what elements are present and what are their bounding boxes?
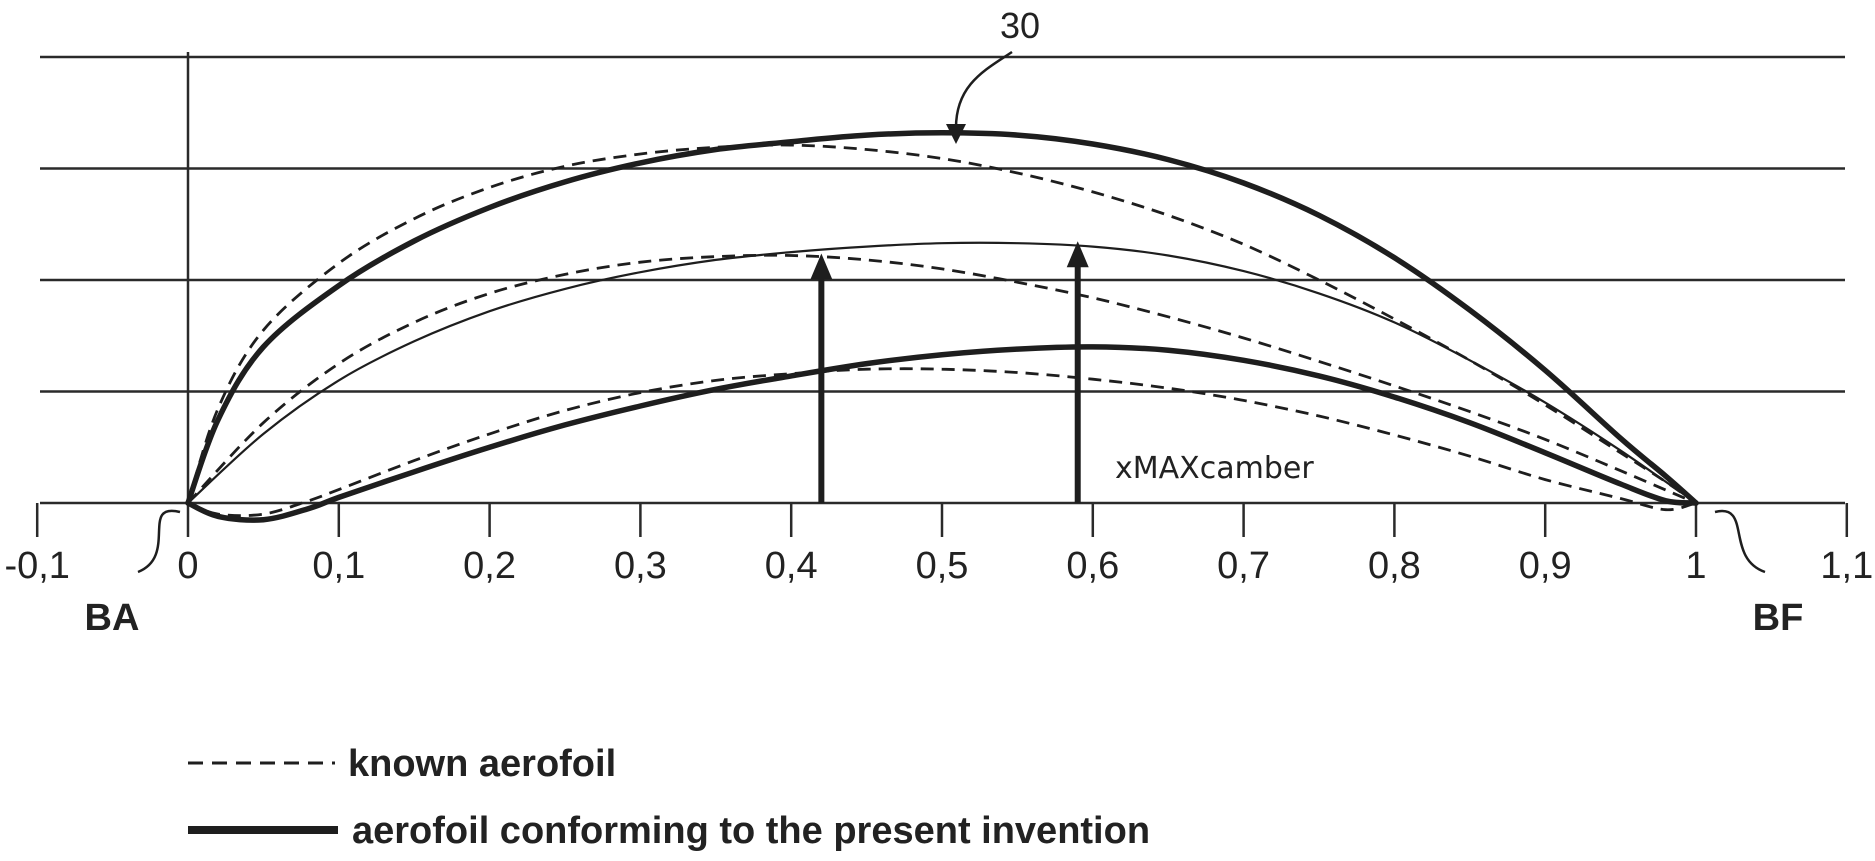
legend: known aerofoil aerofoil conforming to th… [188, 743, 1150, 852]
x-tick-label: 0,6 [1066, 545, 1119, 587]
curve-invention-outer [188, 133, 1696, 503]
leading-edge-marker: BA [85, 511, 180, 639]
trailing-edge-label: BF [1753, 597, 1804, 639]
x-tick-label: 0,4 [765, 545, 818, 587]
curve-invention-inner [188, 347, 1696, 520]
curve-known-outer [188, 145, 1696, 503]
curve-invention-mean [188, 243, 1696, 503]
x-tick-label: 1,1 [1820, 545, 1873, 587]
x-tick-label: 0,2 [463, 545, 516, 587]
reference-leader-line [956, 52, 1012, 130]
x-tick-label: 1 [1685, 545, 1706, 587]
reference-30: 30 [946, 5, 1040, 144]
x-tick-label: 0,8 [1368, 545, 1421, 587]
leading-edge-label: BA [85, 597, 140, 639]
x-tick-label: 0,5 [916, 545, 969, 587]
legend-invention-label: aerofoil conforming to the present inven… [352, 810, 1150, 852]
trailing-edge-marker: BF [1715, 511, 1803, 639]
x-tick-label: 0 [177, 545, 198, 587]
legend-known-label: known aerofoil [348, 743, 616, 785]
curve-known-mean [188, 255, 1696, 503]
x-tick-label: 0,7 [1217, 545, 1270, 587]
horizontal-gridlines [40, 57, 1845, 392]
trailing-edge-leader [1715, 511, 1765, 572]
x-tick-label: 0,9 [1519, 545, 1572, 587]
x-tick-label: -0,1 [4, 545, 69, 587]
x-tick-label: 0,3 [614, 545, 667, 587]
reference-numeral: 30 [1000, 5, 1040, 46]
aerofoil-profiles [188, 133, 1696, 520]
x-tick-label: 0,1 [312, 545, 365, 587]
x-axis-tick-labels: -0,1 0 0,1 0,2 0,3 0,4 0,5 0,6 0,7 0,8 0,9 1 1,1 [4, 545, 1873, 587]
max-camber-annotation: xMAXcamber [1115, 451, 1314, 486]
leading-edge-leader [138, 511, 180, 572]
